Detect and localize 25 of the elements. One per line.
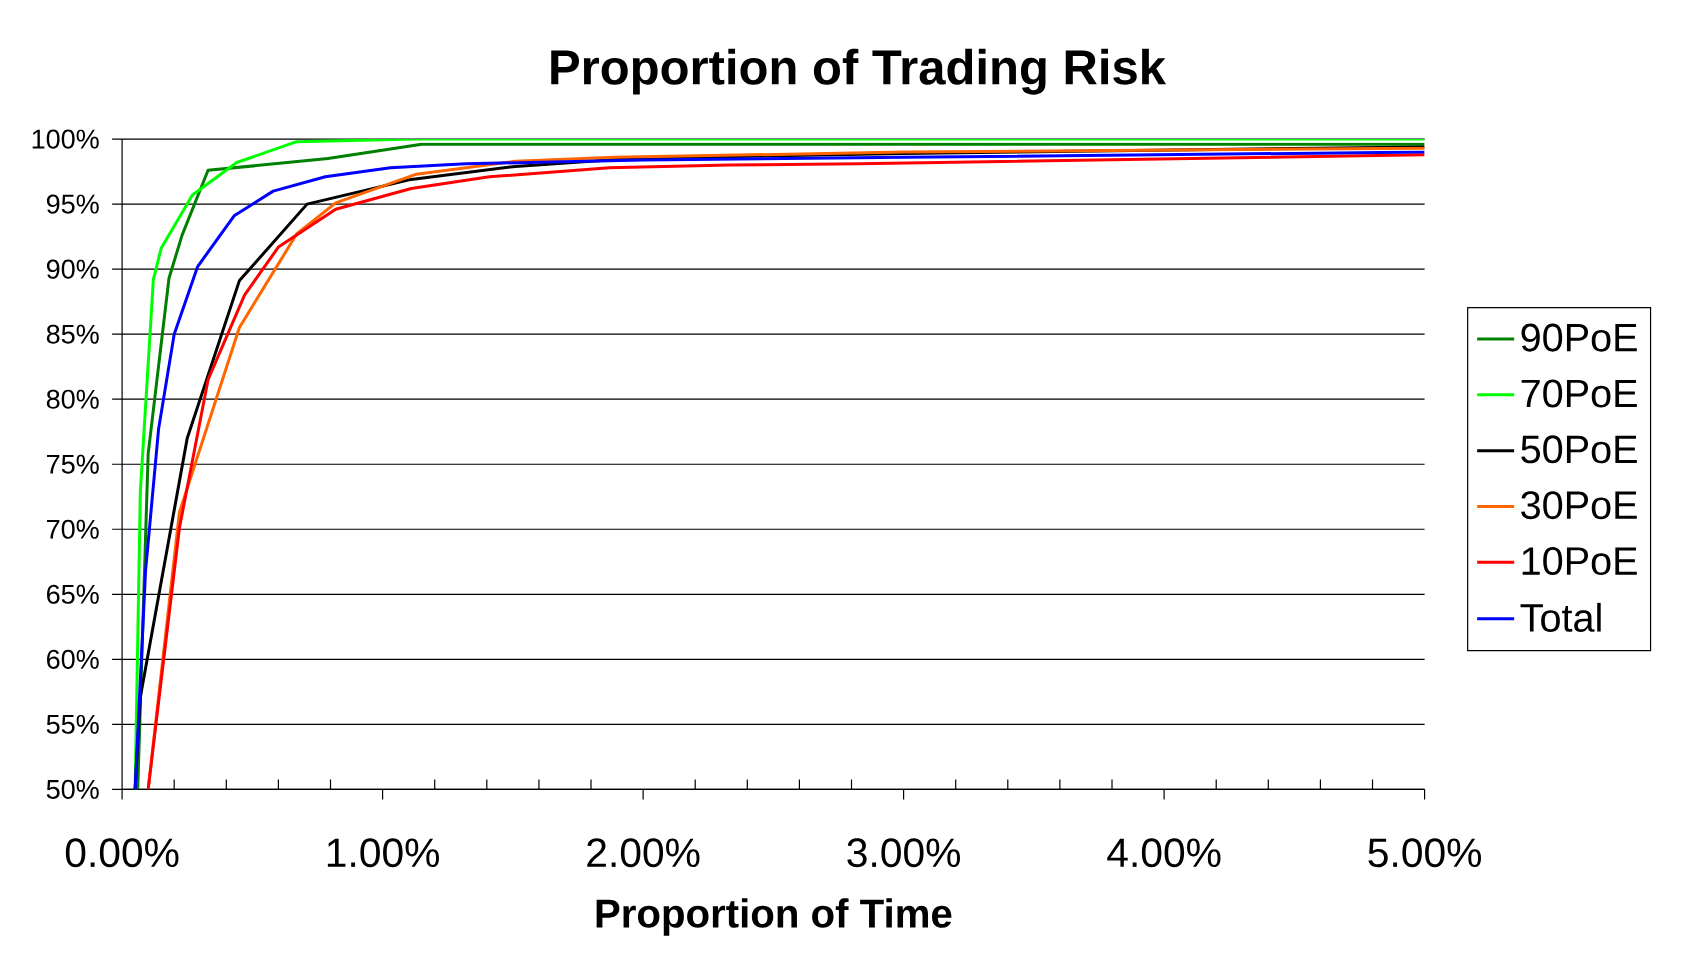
legend-label: 50PoE [1521,435,1637,464]
chart-title: Proportion of Trading Risk [551,48,1167,95]
x-axis-title: Proportion of Time [596,898,952,936]
legend-label: Total [1520,602,1601,632]
y-tick-label: 90% [46,259,99,279]
y-tick-label: 65% [47,584,99,604]
legend-label: 90PoE [1521,323,1637,352]
x-tick-label: 5.00% [1368,838,1481,868]
y-tick-label: 100% [32,129,99,149]
x-tick-label: 3.00% [847,838,960,868]
x-tick-label: 4.00% [1107,838,1221,868]
y-tick-label: 85% [46,324,99,344]
x-tick-label: 0.00% [65,838,179,868]
x-tick-label: 1.00% [327,838,439,868]
y-tick-label: 75% [47,454,99,474]
legend-label: 70PoE [1521,379,1637,408]
y-tick-label: 60% [47,649,99,669]
legend-label: 30PoE [1521,491,1637,520]
y-tick-label: 55% [46,714,99,734]
y-tick-label: 70% [47,519,99,539]
x-tick-label: 2.00% [587,838,700,868]
y-tick-label: 95% [46,194,99,214]
legend-label: 10PoE [1522,547,1637,576]
y-tick-label: 80% [46,389,99,409]
y-tick-label: 50% [46,779,99,799]
